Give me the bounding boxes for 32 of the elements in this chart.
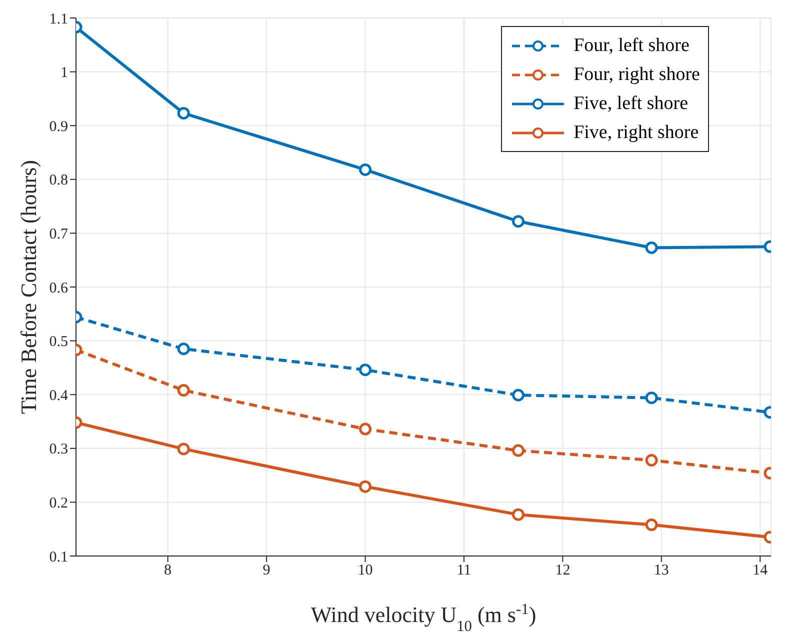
point [359, 422, 372, 436]
y-tick-label: 0.9 [49, 118, 68, 135]
legend-label: Five, right shore [574, 122, 699, 144]
y-tick-label: 1 [60, 65, 68, 82]
y-tick-label: 0.2 [49, 496, 68, 512]
point [512, 444, 525, 457]
x-tick-label: 12 [555, 562, 570, 579]
point [512, 388, 525, 402]
legend-label: Five, left shore [574, 92, 688, 114]
x-tick-label: 13 [654, 562, 669, 579]
y-tick-label: 0.3 [49, 442, 68, 458]
point [359, 163, 372, 176]
x-tick-label: 8 [164, 562, 172, 579]
x-tick-label: 11 [456, 562, 472, 579]
point [359, 364, 372, 376]
y-tick-label: 0.6 [49, 280, 68, 296]
x-tick-label: 10 [358, 562, 373, 579]
legend-label: Four, right shore [574, 64, 700, 86]
y-tick-label: 0.8 [49, 172, 68, 189]
x-tick-label: 14 [752, 562, 768, 579]
x-tick-label: 9 [262, 562, 270, 579]
point [512, 215, 525, 228]
y-axis-title: Time Before Contact (hours) [16, 160, 41, 414]
point [512, 508, 525, 521]
legend-label: Four, left shore [574, 34, 690, 56]
y-tick-label: 0.5 [49, 334, 68, 350]
y-tick-label: 0.4 [49, 388, 68, 404]
point [359, 480, 372, 493]
x-axis-title: Wind velocity U$_{10}$ (m s$^{-1}$) [310, 600, 536, 634]
y-tick-label: 1.1 [49, 11, 68, 28]
y-tick-label: 0.7 [49, 226, 68, 243]
y-tick-label: 0.1 [49, 549, 68, 566]
